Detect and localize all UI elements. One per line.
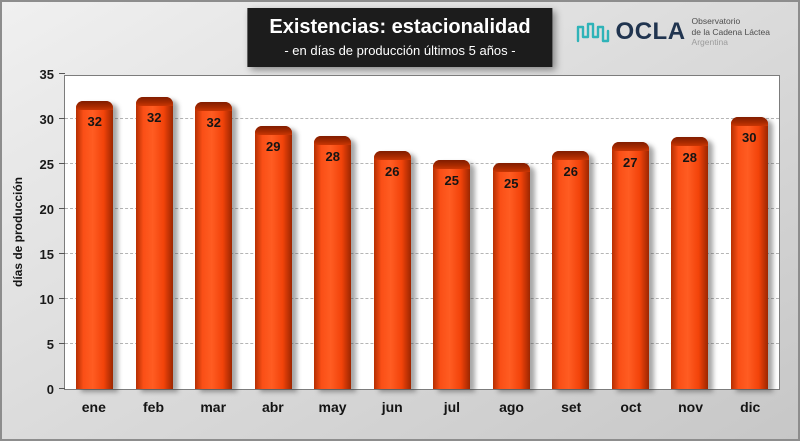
logo-subtitle: Observatorio de la Cadena Láctea Argenti… xyxy=(692,16,770,48)
logo-subtitle-line3: Argentina xyxy=(691,37,728,48)
y-axis-tick-label: 35 xyxy=(39,67,54,82)
bar-ene: 32 xyxy=(76,101,114,389)
bar-value-label: 32 xyxy=(206,114,221,130)
bars-container: 32 32 32 29 28 26 25 25 26 27 28 30 xyxy=(65,76,779,389)
bar-jul: 25 xyxy=(433,160,471,389)
bar-column-mar: 32 xyxy=(184,76,244,389)
bar-value-label: 32 xyxy=(87,114,102,129)
bar-value-label: 28 xyxy=(325,149,340,165)
y-axis-tick-mark xyxy=(59,208,65,209)
bar-set: 26 xyxy=(552,150,590,389)
y-axis-tick-mark xyxy=(59,163,65,164)
y-axis-tick-label: 25 xyxy=(39,157,54,172)
x-axis-label-mar: mar xyxy=(200,399,227,415)
logo-subtitle-line1: Observatorio xyxy=(691,16,741,26)
bar-value-label: 26 xyxy=(385,163,400,179)
y-axis-tick-mark xyxy=(59,298,65,299)
x-axis-label-jul: jul xyxy=(443,399,461,415)
bar-column-feb: 32 xyxy=(125,76,185,389)
bar-value-label: 25 xyxy=(444,173,459,189)
gridline xyxy=(65,343,779,344)
y-axis-tick-mark xyxy=(59,118,65,119)
x-axis-label-dic: dic xyxy=(740,399,761,415)
y-axis-tick-labels: 0 5 10 15 20 25 30 35 xyxy=(28,67,58,397)
chart-title: Existencias: estacionalidad xyxy=(269,16,531,38)
bar-value-label: 32 xyxy=(147,110,162,126)
bar-column-set: 26 xyxy=(541,76,601,389)
bar-column-ago: 25 xyxy=(482,76,542,389)
x-axis-label-jun: jun xyxy=(381,399,403,415)
gridline xyxy=(65,298,779,299)
bar-value-label: 29 xyxy=(266,139,281,155)
bar-nov: 28 xyxy=(671,137,709,389)
x-axis-label-may: may xyxy=(318,399,347,415)
bar-may: 28 xyxy=(314,136,352,389)
bar-oct: 27 xyxy=(611,142,649,389)
bar-jun: 26 xyxy=(373,150,411,389)
bar-abr: 29 xyxy=(254,126,292,389)
gridline xyxy=(65,118,779,119)
bar-dic: 30 xyxy=(730,117,768,389)
ocla-logo: OCLA Observatorio de la Cadena Láctea Ar… xyxy=(576,16,770,48)
bar-column-abr: 29 xyxy=(244,76,304,389)
bar-column-jun: 26 xyxy=(363,76,423,389)
bar-ago: 25 xyxy=(492,163,530,389)
x-axis-label-oct: oct xyxy=(620,399,642,415)
x-axis-label-ene: ene xyxy=(81,399,106,415)
y-axis-tick-label: 5 xyxy=(46,337,54,352)
bar-value-label: 26 xyxy=(563,163,578,179)
y-axis-tick-label: 30 xyxy=(39,112,54,127)
x-axis-label-feb: feb xyxy=(143,399,164,415)
plot-area: 32 32 32 29 28 26 25 25 26 27 28 30 xyxy=(59,73,780,390)
bar-column-nov: 28 xyxy=(660,76,720,389)
gridline xyxy=(65,208,779,209)
gridline xyxy=(65,163,779,164)
bar-value-label: 30 xyxy=(742,130,757,146)
y-axis-tick-label: 0 xyxy=(46,382,54,397)
x-axis-label-nov: nov xyxy=(678,399,703,415)
bar-column-may: 28 xyxy=(303,76,363,389)
y-axis-tick-label: 15 xyxy=(39,247,54,262)
bar-feb: 32 xyxy=(135,97,173,389)
chart-subtitle: - en días de producción últimos 5 años - xyxy=(284,43,516,58)
y-axis-tick-label: 20 xyxy=(39,202,54,217)
bar-column-ene: 32 xyxy=(65,76,125,389)
bar-value-label: 25 xyxy=(504,176,519,192)
bar-column-dic: 30 xyxy=(720,76,780,389)
y-axis-tick-mark xyxy=(59,73,65,74)
logo-subtitle-line2: de la Cadena Láctea xyxy=(691,26,770,37)
bar-column-jul: 25 xyxy=(422,76,482,389)
bar-column-oct: 27 xyxy=(601,76,661,389)
bar-value-label: 28 xyxy=(682,150,697,165)
y-axis-tick-mark xyxy=(59,343,65,344)
x-axis-label-ago: ago xyxy=(499,399,524,415)
x-axis-label-abr: abr xyxy=(261,399,284,415)
chart-title-box: Existencias: estacionalidad - en días de… xyxy=(247,8,553,67)
y-axis-tick-mark xyxy=(59,388,65,389)
logo-wordmark: OCLA xyxy=(615,17,686,45)
y-axis-tick-mark xyxy=(59,253,65,254)
x-axis-label-set: set xyxy=(561,399,582,415)
y-axis-title: días de producción xyxy=(11,176,25,288)
wave-icon xyxy=(576,22,609,43)
y-axis-tick-label: 10 xyxy=(39,292,54,307)
x-axis-labels: ene feb mar abr may jun jul ago set oct nov dic xyxy=(64,399,780,415)
gridline xyxy=(65,253,779,254)
bar-value-label: 27 xyxy=(623,155,638,171)
bar-mar: 32 xyxy=(195,101,233,389)
